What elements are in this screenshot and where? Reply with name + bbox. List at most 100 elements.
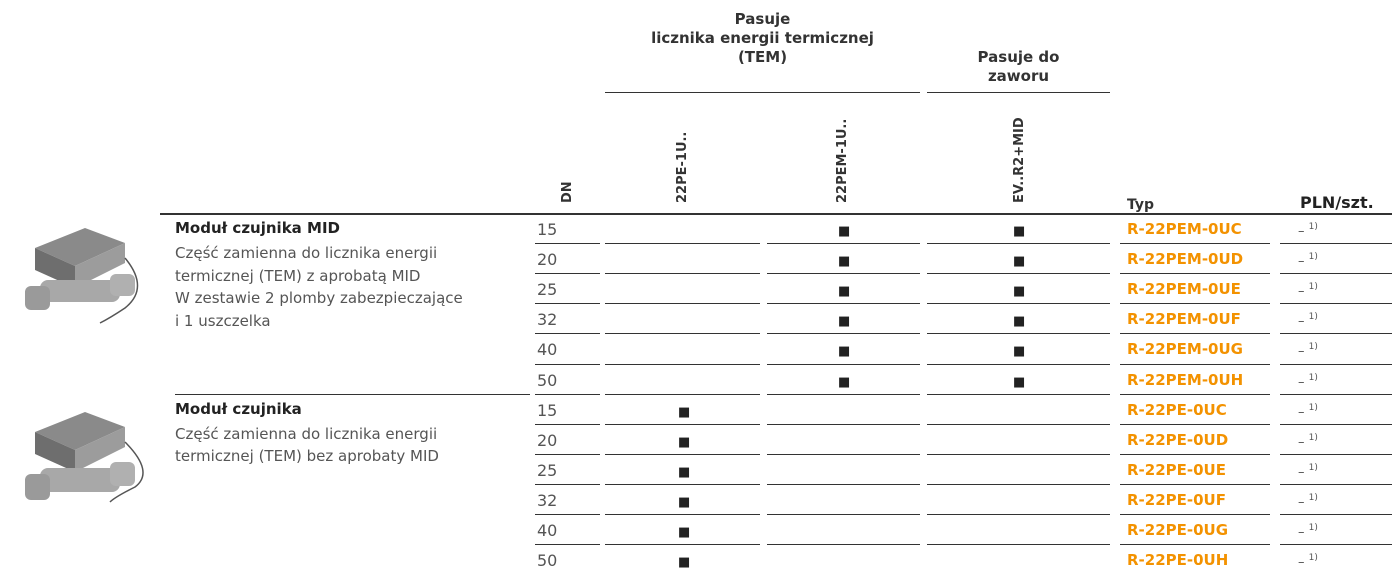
rule [605,273,760,275]
rule [1120,243,1270,245]
footnote-ref: 1) [1308,282,1318,293]
rule [767,544,920,546]
group-header: Pasuje do [977,48,1060,66]
footnote-ref: 1) [1308,312,1318,323]
type-code: R-22PEM-0UF [1127,310,1241,329]
group-header: (TEM) [737,48,788,66]
footnote-ref: 1) [1308,462,1318,473]
type-code: R-22PEM-0UE [1127,280,1241,299]
price: – 1) [1298,373,1318,390]
column-header: 22PEM-1U.. [835,118,850,203]
rule [1120,273,1270,275]
dn: 50 [537,551,558,571]
group-description: termicznej (TEM) bez aprobaty MID [175,447,439,466]
column-header: Typ [1127,197,1155,213]
rule [1280,544,1392,546]
rule [1120,453,1270,455]
fit-marker: ■ [678,464,691,480]
rule [605,363,760,365]
dn: 32 [537,490,558,510]
group-header: licznika energii termicznej [651,29,874,47]
rule [767,393,920,395]
rule [175,393,530,395]
price-value: – [1298,525,1305,540]
fit-marker: ■ [678,494,691,510]
fit-marker: ■ [838,344,851,360]
rule [1120,333,1270,335]
rule [927,243,1110,245]
rule [767,514,920,515]
rule [1120,544,1270,546]
rule [767,363,920,365]
dn: 20 [537,250,558,270]
rule [767,453,920,455]
rule [1280,243,1392,245]
rule [1280,273,1392,275]
rule [1280,483,1392,485]
rule [1280,303,1392,305]
rule [605,423,760,425]
rule [535,514,600,515]
rule [1120,483,1270,485]
rule [535,453,600,455]
rule [927,363,1110,365]
price-value: – [1298,434,1305,450]
fit-marker: ■ [1013,314,1026,330]
rule [1280,333,1392,335]
fit-marker: ■ [678,525,691,540]
rule [927,453,1110,455]
rule [605,243,760,245]
rule [605,303,760,305]
price: – 1) [1298,403,1318,420]
rule [1120,423,1270,425]
fit-marker: ■ [838,314,851,330]
rule [767,273,920,275]
price: – 1) [1298,312,1318,330]
price: – 1) [1298,433,1318,450]
price: – 1) [1298,554,1318,570]
price-value: – [1298,314,1305,330]
fit-marker: ■ [1013,344,1026,360]
rule [1280,393,1392,395]
dn: 20 [537,430,558,450]
price: – 1) [1298,282,1318,300]
fit-marker: ■ [1013,224,1026,239]
price-value: – [1298,344,1305,360]
rule [927,483,1110,485]
rule [535,303,600,305]
rule [767,423,920,425]
type-code: R-22PEM-0UH [1127,370,1244,389]
price-value: – [1298,284,1305,300]
column-header: DN [560,181,575,203]
group-description: termicznej (TEM) z aprobatą MID [175,266,421,285]
type-code: R-22PE-0UH [1127,551,1229,570]
group-description: Część zamienna do licznika energii [175,424,438,443]
rule [927,303,1110,305]
rule [535,483,600,485]
rule [1280,363,1392,365]
fit-marker: ■ [838,224,851,239]
dn: 40 [537,521,558,540]
column-header: EV..R2+MID [1012,117,1027,203]
type-code: R-22PEM-0UD [1127,250,1244,269]
dn: 50 [537,370,558,390]
rule [767,243,920,245]
price: – 1) [1298,252,1318,269]
rule [535,273,600,275]
type-code: R-22PE-0UE [1127,460,1226,479]
footnote-ref: 1) [1308,523,1318,533]
group-description: W zestawie 2 plomby zabezpieczające [175,289,463,307]
price-value: – [1298,404,1305,420]
footnote-ref: 1) [1308,252,1318,263]
rule [1120,303,1270,305]
price-value: – [1298,374,1305,390]
rule [767,303,920,305]
rule [160,213,1392,215]
rule [605,453,760,455]
rule [605,544,760,546]
price: – 1) [1298,462,1318,479]
dn: 15 [537,220,558,239]
rule [767,333,920,335]
group-header: Pasuje [734,10,791,28]
